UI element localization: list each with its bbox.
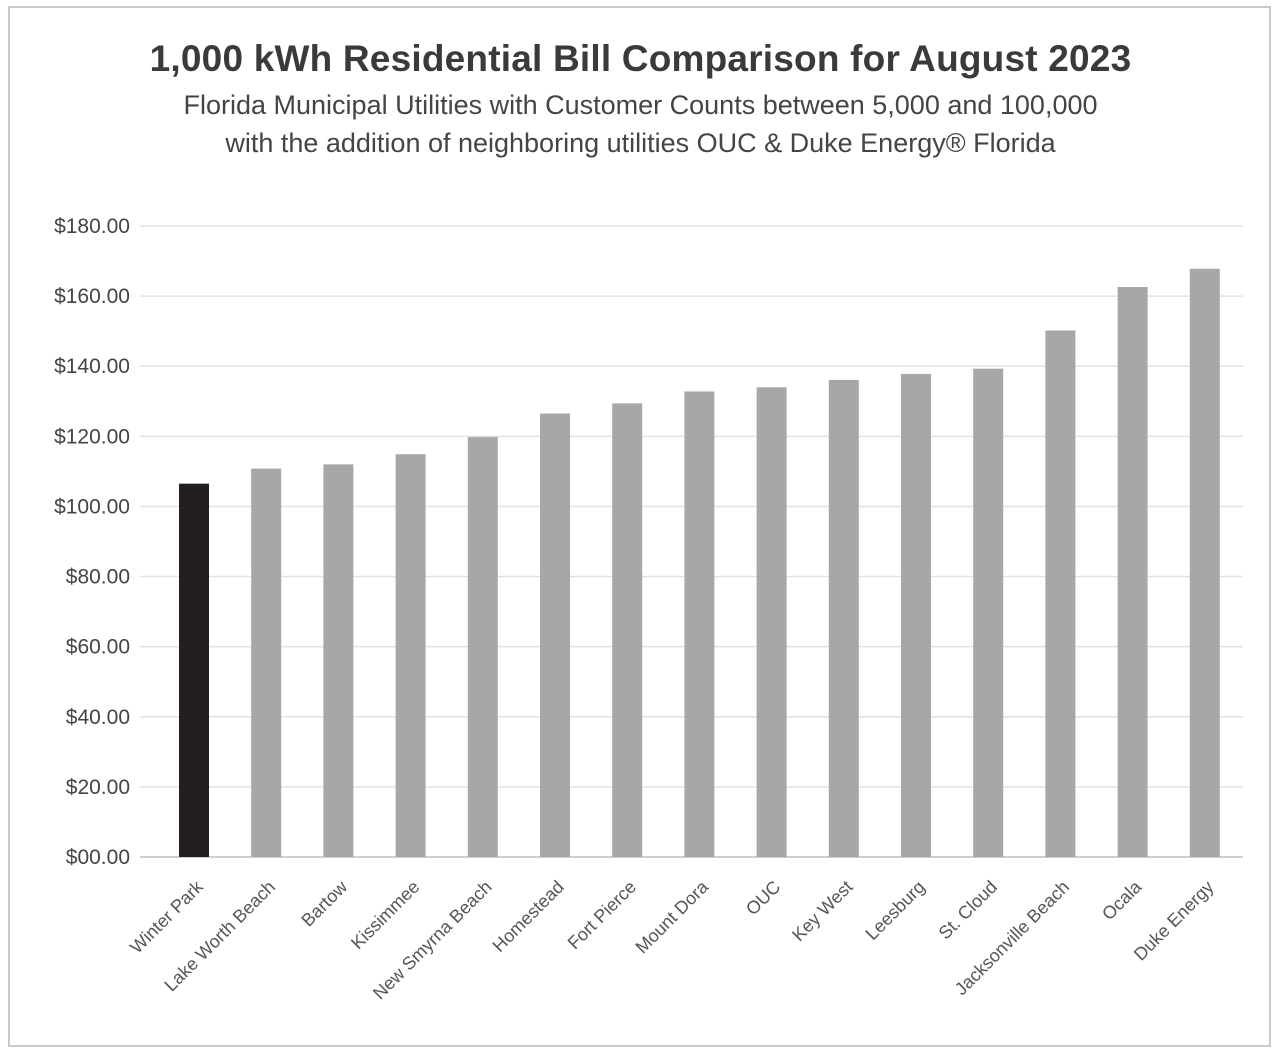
x-tick-label: New Smyrna Beach — [369, 877, 496, 1004]
bar-winter-park — [179, 483, 209, 857]
x-tick-label: Mount Dora — [632, 876, 713, 957]
y-tick-label: $00.00 — [66, 846, 130, 869]
x-tick-label: OUC — [742, 877, 784, 919]
chart-subtitle-line-2: with the addition of neighboring utiliti… — [225, 128, 1056, 158]
bar-st-cloud — [973, 368, 1004, 857]
x-tick-label: Ocala — [1098, 876, 1146, 924]
y-tick-label: $20.00 — [66, 776, 130, 799]
x-tick-label: Fort Pierce — [564, 877, 640, 953]
bar-bartow — [323, 464, 354, 857]
bar-homestead — [540, 413, 570, 857]
x-tick-label: Leesburg — [862, 877, 929, 944]
bar-ouc — [756, 387, 787, 857]
bar-fort-pierce — [612, 403, 643, 857]
y-tick-label: $40.00 — [66, 706, 130, 729]
bar-jacksonville-beach — [1045, 330, 1076, 857]
bar-duke-energy — [1189, 268, 1220, 857]
bar-mount-dora — [684, 391, 715, 857]
x-tick-label: Kissimmee — [347, 877, 423, 953]
bar-lake-worth-beach — [251, 468, 282, 857]
y-axis-ticks: $00.00 $20.00 $40.00 $60.00 $80.00 $100.00 $12… — [54, 215, 130, 869]
bar-kissimmee — [395, 454, 426, 857]
chart-subtitle-line-1: Florida Municipal Utilities with Custome… — [183, 90, 1098, 120]
x-tick-label: Homestead — [489, 877, 568, 956]
bar-ocala — [1117, 286, 1148, 857]
chart-title: 1,000 kWh Residential Bill Comparison fo… — [149, 38, 1132, 79]
bar-key-west — [828, 379, 859, 857]
bars — [179, 268, 1220, 857]
y-tick-label: $60.00 — [66, 636, 130, 659]
y-tick-label: $140.00 — [54, 355, 130, 378]
chart-subtitle: Florida Municipal Utilities with Custome… — [0, 86, 1281, 162]
x-tick-label: Key West — [788, 877, 856, 945]
y-tick-label: $100.00 — [54, 495, 130, 518]
y-tick-label: $80.00 — [66, 566, 130, 589]
x-tick-label: Bartow — [297, 876, 351, 930]
y-tick-label: $180.00 — [54, 215, 130, 238]
bar-new-smyrna-beach — [467, 437, 498, 857]
bar-leesburg — [901, 373, 931, 857]
y-tick-label: $160.00 — [54, 285, 130, 308]
y-tick-label: $120.00 — [54, 425, 130, 448]
x-tick-label: St. Cloud — [935, 877, 1002, 944]
